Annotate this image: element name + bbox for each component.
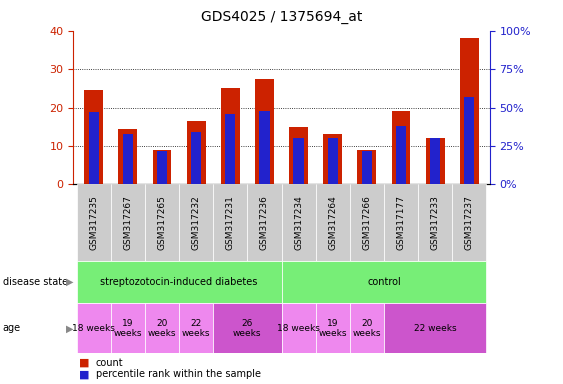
Bar — [392, 111, 410, 184]
Bar — [452, 184, 486, 261]
Bar — [145, 184, 179, 261]
Bar — [123, 134, 133, 184]
Bar — [157, 151, 167, 184]
Text: 19
weeks: 19 weeks — [114, 319, 142, 338]
Bar — [282, 303, 316, 353]
Bar — [350, 303, 384, 353]
Text: ■: ■ — [79, 358, 90, 368]
Bar — [293, 138, 303, 184]
Text: GSM317232: GSM317232 — [191, 195, 200, 250]
Text: GSM317236: GSM317236 — [260, 195, 269, 250]
Bar — [88, 112, 99, 184]
Bar — [396, 126, 406, 184]
Bar — [179, 184, 213, 261]
Bar — [111, 184, 145, 261]
Bar — [362, 151, 372, 184]
Bar — [84, 90, 103, 184]
Text: GSM317234: GSM317234 — [294, 195, 303, 250]
Bar — [426, 138, 445, 184]
Bar — [384, 184, 418, 261]
Text: GSM317237: GSM317237 — [465, 195, 474, 250]
Bar — [430, 138, 440, 184]
Text: disease state: disease state — [3, 277, 68, 287]
Bar — [187, 121, 205, 184]
Bar — [282, 261, 486, 303]
Bar — [328, 138, 338, 184]
Bar — [191, 132, 201, 184]
Text: 18 weeks: 18 weeks — [72, 324, 115, 333]
Text: 19
weeks: 19 weeks — [319, 319, 347, 338]
Bar — [213, 184, 247, 261]
Bar — [221, 88, 240, 184]
Bar — [358, 150, 376, 184]
Text: GSM317233: GSM317233 — [431, 195, 440, 250]
Text: 20
weeks: 20 weeks — [352, 319, 381, 338]
Bar — [289, 127, 308, 184]
Text: GSM317177: GSM317177 — [396, 195, 405, 250]
Bar — [316, 303, 350, 353]
Bar — [179, 303, 213, 353]
Bar — [153, 150, 171, 184]
Bar — [260, 111, 270, 184]
Bar — [350, 184, 384, 261]
Text: ▶: ▶ — [66, 277, 74, 287]
Bar — [118, 129, 137, 184]
Text: 26
weeks: 26 weeks — [233, 319, 262, 338]
Text: control: control — [367, 277, 401, 287]
Text: ▶: ▶ — [66, 323, 74, 333]
Text: 22 weeks: 22 weeks — [414, 324, 457, 333]
Bar — [460, 38, 479, 184]
Bar — [323, 134, 342, 184]
Bar — [77, 261, 282, 303]
Bar — [247, 184, 282, 261]
Text: ■: ■ — [79, 369, 90, 379]
Bar — [464, 97, 475, 184]
Bar — [77, 303, 111, 353]
Text: GSM317264: GSM317264 — [328, 195, 337, 250]
Bar — [316, 184, 350, 261]
Text: streptozotocin-induced diabetes: streptozotocin-induced diabetes — [100, 277, 258, 287]
Text: 18 weeks: 18 weeks — [277, 324, 320, 333]
Text: GSM317235: GSM317235 — [89, 195, 98, 250]
Text: count: count — [96, 358, 123, 368]
Text: age: age — [3, 323, 21, 333]
Text: 20
weeks: 20 weeks — [148, 319, 176, 338]
Bar — [225, 114, 235, 184]
Text: GSM317231: GSM317231 — [226, 195, 235, 250]
Text: percentile rank within the sample: percentile rank within the sample — [96, 369, 261, 379]
Text: GDS4025 / 1375694_at: GDS4025 / 1375694_at — [201, 10, 362, 23]
Text: GSM317266: GSM317266 — [363, 195, 372, 250]
Bar — [77, 184, 111, 261]
Bar — [111, 303, 145, 353]
Bar — [384, 303, 486, 353]
Bar — [418, 184, 452, 261]
Text: GSM317267: GSM317267 — [123, 195, 132, 250]
Bar — [213, 303, 282, 353]
Text: GSM317265: GSM317265 — [158, 195, 167, 250]
Bar — [255, 79, 274, 184]
Bar — [145, 303, 179, 353]
Bar — [282, 184, 316, 261]
Text: 22
weeks: 22 weeks — [182, 319, 211, 338]
